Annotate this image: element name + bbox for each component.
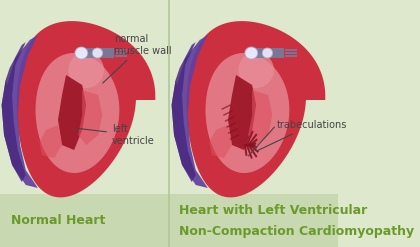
Bar <box>78 48 114 58</box>
Polygon shape <box>17 21 155 197</box>
Polygon shape <box>205 53 289 173</box>
Polygon shape <box>228 75 256 150</box>
Polygon shape <box>239 52 274 88</box>
Text: normal
muscle wall: normal muscle wall <box>103 34 172 83</box>
Polygon shape <box>58 75 86 150</box>
Ellipse shape <box>92 48 103 58</box>
Text: left
ventricle: left ventricle <box>77 124 155 146</box>
Polygon shape <box>186 21 326 197</box>
Polygon shape <box>2 35 38 188</box>
Polygon shape <box>210 125 232 158</box>
Ellipse shape <box>262 48 273 58</box>
Text: trabeculations: trabeculations <box>257 120 346 151</box>
Polygon shape <box>2 38 31 182</box>
Polygon shape <box>68 52 104 88</box>
Text: Heart with Left Ventricular: Heart with Left Ventricular <box>179 204 367 217</box>
Text: Normal Heart: Normal Heart <box>11 214 106 227</box>
Bar <box>0 194 169 247</box>
Polygon shape <box>36 53 119 173</box>
Bar <box>169 194 339 247</box>
Polygon shape <box>248 90 272 145</box>
Ellipse shape <box>75 47 88 59</box>
Text: Non-Compaction Cardiomyopathy: Non-Compaction Cardiomyopathy <box>179 225 414 238</box>
Polygon shape <box>172 38 201 182</box>
Polygon shape <box>172 35 208 188</box>
Polygon shape <box>78 90 102 145</box>
Bar <box>248 48 284 58</box>
Polygon shape <box>39 125 62 158</box>
Ellipse shape <box>245 47 258 59</box>
